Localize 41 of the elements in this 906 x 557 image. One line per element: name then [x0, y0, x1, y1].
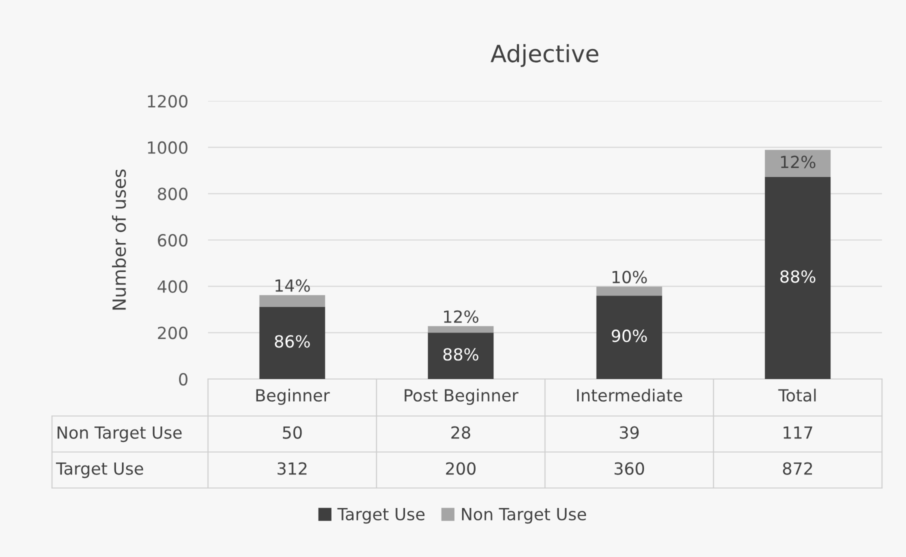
y-tick-label: 200 — [158, 326, 188, 340]
x-tick-label: Beginner — [256, 388, 330, 405]
data-label: 50 — [282, 426, 302, 439]
data-label: 872 — [782, 462, 812, 475]
y-tick-label: 1000 — [148, 141, 188, 154]
x-tick-label: Total — [778, 388, 816, 402]
annotation: 10% — [612, 270, 647, 284]
x-tick-label: Intermediate — [577, 388, 682, 402]
y-tick-label: 0 — [179, 372, 188, 386]
text: Target Use — [56, 462, 144, 478]
chart-title: Adjective — [490, 44, 598, 68]
data-label: 360 — [614, 462, 644, 475]
x-tick-label: Post Beginner — [404, 388, 518, 405]
legend-label: Target Use — [337, 508, 425, 524]
data-label: 200 — [446, 462, 476, 475]
y-tick-label: 800 — [158, 188, 188, 200]
annotation: 12% — [444, 310, 478, 323]
bar — [596, 286, 662, 296]
bar — [764, 176, 831, 379]
data-label: 39 — [620, 426, 639, 439]
data-label: 312 — [278, 462, 306, 475]
y-tick-label: 600 — [158, 234, 188, 247]
bar — [428, 326, 494, 333]
bar — [428, 332, 494, 379]
y-tick-label: 1200 — [148, 94, 188, 108]
bar — [764, 150, 831, 177]
annotation: 86% — [274, 335, 310, 348]
data-label: 28 — [451, 426, 470, 439]
data-label: 117 — [784, 426, 812, 439]
y-tick-label: 400 — [158, 280, 188, 293]
text: Non Target Use — [58, 426, 182, 442]
bar — [596, 296, 662, 379]
annotation: 88% — [443, 348, 478, 361]
y-axis-title: Number of uses — [112, 169, 126, 310]
bar — [259, 306, 326, 379]
annotation: 14% — [276, 279, 310, 292]
annotation: 12% — [781, 156, 816, 168]
legend-label: Non Target Use — [462, 508, 586, 524]
annotation: 90% — [612, 330, 647, 342]
bar — [259, 295, 326, 307]
annotation: 88% — [780, 270, 816, 283]
